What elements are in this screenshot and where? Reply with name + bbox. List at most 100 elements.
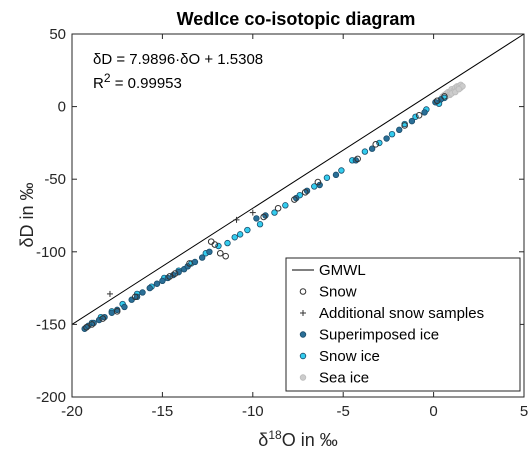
superimposed-ice-point (159, 277, 166, 285)
legend-marker (299, 331, 307, 338)
superimposed-ice-point (408, 117, 416, 125)
snow-point (260, 213, 267, 221)
legend: GMWL Snow Additional snow samples Superimpo… (285, 257, 521, 392)
snow-point (131, 293, 139, 301)
gmwl-line-layer (71, 33, 525, 325)
chart-title: WedIce co-isotopic diagram (177, 9, 416, 29)
legend-marker (300, 310, 306, 316)
snow-ice-point (256, 221, 264, 228)
snow-point (401, 122, 408, 129)
x-axis-label-prefix: δ (258, 430, 268, 450)
snow-ice-point (224, 239, 231, 247)
superimposed-ice-point (332, 171, 340, 179)
snow-ice-point (244, 226, 251, 234)
x-tick-label: 5 (520, 403, 528, 420)
legend-label: Sea ice (319, 370, 369, 387)
superimposed-ice-point (191, 258, 199, 266)
snow-point (274, 204, 282, 212)
legend-label: Superimposed ice (319, 327, 439, 344)
y-tick-label: -100 (36, 244, 66, 261)
snow-ice-point (215, 242, 222, 250)
additional-snow-samples-point (233, 216, 240, 223)
legend-box (285, 257, 521, 392)
gmwl-line (71, 33, 525, 325)
legend-label: Additional snow samples (319, 305, 484, 322)
snow-ice-point (231, 234, 238, 241)
legend-entry-sea-ice: Sea ice (299, 370, 369, 387)
superimposed-ice-point (253, 215, 260, 222)
superimposed-ice-point (133, 293, 141, 301)
snow-point (441, 93, 448, 100)
x-tick-label: -20 (61, 403, 83, 420)
superimposed-ice-point (437, 96, 445, 103)
snow-point (222, 252, 229, 260)
legend-entry-superimposed-ice: Superimposed ice (299, 327, 439, 344)
r-squared-label: R2 = 0.99953 (93, 71, 182, 92)
snow-point (88, 321, 96, 328)
y-tick-label: -150 (36, 316, 66, 333)
x-tick-label: -15 (152, 403, 174, 420)
regression-equation: δD = 7.9896·δO + 1.5308 (93, 51, 263, 68)
x-tick-label: -10 (242, 403, 264, 420)
superimposed-ice-point (206, 248, 213, 255)
snow-ice-point (282, 202, 289, 209)
x-axis-label-rest: O in ‰ (282, 430, 338, 450)
superimposed-ice-point (396, 126, 403, 134)
snow-point (291, 196, 298, 203)
legend-marker (299, 352, 307, 360)
snow-point (166, 273, 173, 280)
legend-label: Snow ice (319, 348, 380, 365)
x-axis-label: δ18O in ‰ (258, 428, 337, 450)
data-points-layer (81, 81, 466, 332)
superimposed-ice-point (421, 109, 428, 116)
snow-ice-point (271, 209, 278, 216)
snow-point (186, 260, 193, 267)
additional-snow-samples-point (249, 209, 256, 216)
snow-point (99, 315, 107, 322)
y-tick-label: 50 (49, 26, 66, 43)
snow-ice-point (388, 130, 396, 138)
snow-point (433, 97, 441, 105)
sea-ice-point (455, 85, 463, 93)
legend-label: GMWL (319, 262, 366, 279)
legend-items: GMWL Snow Additional snow samples Superimpo… (292, 262, 484, 387)
legend-entry-additional-snow-samples: Additional snow samples (300, 305, 484, 322)
y-tick-label: -200 (36, 389, 66, 406)
snow-ice-point (376, 139, 383, 147)
legend-entry-snow: Snow (299, 284, 357, 301)
superimposed-ice-point (139, 289, 146, 296)
superimposed-ice-point (368, 145, 376, 152)
snow-point (301, 188, 309, 196)
snow-ice-point (361, 148, 369, 155)
snow-point (372, 141, 380, 148)
superimposed-ice-point (198, 254, 206, 261)
superimposed-ice-point (175, 268, 182, 276)
snow-point (354, 155, 361, 163)
legend-marker (299, 374, 307, 381)
y-tick-label: -50 (44, 171, 66, 188)
snow-ice-point (236, 231, 244, 238)
superimposed-ice-point (128, 296, 135, 303)
snow-point (211, 241, 219, 248)
y-tick-label: 0 (58, 99, 66, 116)
snow-point (314, 178, 322, 186)
r-squared-value: = 0.99953 (111, 75, 182, 92)
snow-ice-point (412, 113, 419, 120)
snow-ice-point (338, 167, 345, 174)
x-tick-label: 0 (429, 403, 437, 420)
legend-marker (299, 288, 307, 295)
superimposed-ice-point (95, 316, 103, 324)
snow-point (415, 112, 423, 119)
superimposed-ice-point (383, 135, 390, 142)
snow-point (216, 249, 224, 257)
superimposed-ice-point (121, 303, 128, 311)
r-squared-superscript: 2 (104, 71, 111, 85)
legend-label: Snow (319, 284, 357, 301)
snow-point (113, 308, 121, 315)
legend-entry-gmwl: GMWL (292, 262, 366, 279)
snow-ice-point (323, 174, 331, 181)
superimposed-ice-point (153, 280, 161, 287)
y-axis-label: δD in ‰ (17, 182, 37, 247)
